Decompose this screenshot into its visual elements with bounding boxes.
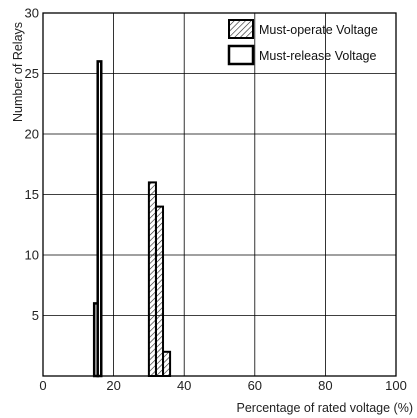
- must-operate-bar: [154, 205, 165, 377]
- legend-label-must-release: Must-release Voltage: [259, 49, 376, 63]
- plot-area-frame: [42, 12, 397, 377]
- x-tick-label: 40: [177, 378, 191, 393]
- y-tick-label: 25: [25, 66, 39, 81]
- must-operate-bar: [162, 350, 172, 377]
- y-tick-label: 30: [25, 6, 39, 21]
- y-tick-label: 10: [25, 248, 39, 263]
- y-axis-title: Number of Relays: [11, 22, 25, 122]
- legend-swatch-must-release: [227, 44, 255, 66]
- x-tick-label: 20: [106, 378, 120, 393]
- x-tick-label: 100: [385, 378, 407, 393]
- legend-swatch-must-operate: [228, 19, 254, 39]
- legend-label-must-operate: Must-operate Voltage: [259, 23, 378, 37]
- x-tick-label: 80: [318, 378, 332, 393]
- y-tick-label: 15: [25, 187, 39, 202]
- x-tick-label: 0: [39, 378, 46, 393]
- y-tick-labels: 5 10 15 20 25 30: [25, 6, 39, 324]
- histogram-bars: [92, 60, 172, 378]
- must-release-bar: [96, 60, 103, 378]
- x-axis-title: Percentage of rated voltage (%): [237, 401, 414, 415]
- must-operate-bar: [147, 181, 157, 377]
- legend: Must-operate Voltage Must-release Voltag…: [227, 19, 378, 66]
- x-tick-label: 60: [248, 378, 262, 393]
- y-tick-label: 20: [25, 127, 39, 142]
- x-tick-labels: 0 20 40 60 80 100: [39, 378, 406, 393]
- y-tick-label: 5: [32, 308, 39, 323]
